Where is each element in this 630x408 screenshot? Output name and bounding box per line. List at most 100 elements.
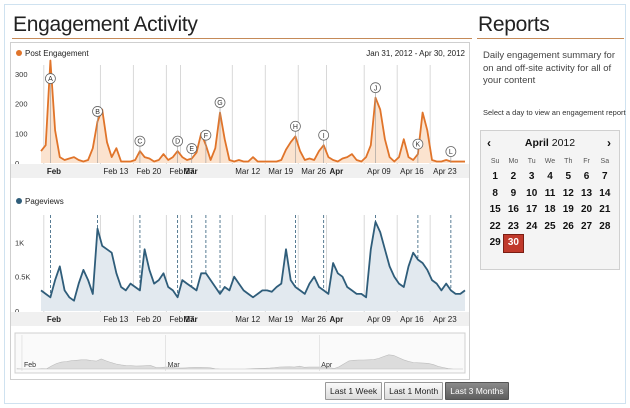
- annotation-marker[interactable]: [318, 129, 330, 141]
- calendar-grid: Su Mo Tu We Th Fr Sa 1 2 3 4 5 6 7 8 9 10 11 12 13 14 15 16 17…: [486, 155, 614, 253]
- page-frame: [4, 4, 626, 404]
- annotation-label: B: [95, 109, 100, 116]
- calendar-day[interactable]: 7: [602, 171, 608, 182]
- calendar-day[interactable]: 28: [599, 220, 611, 232]
- calendar-day[interactable]: 26: [562, 220, 574, 232]
- calendar-day[interactable]: 25: [544, 220, 556, 232]
- post-engagement-line: [40, 59, 465, 163]
- post-engagement-x-tick-label: Feb: [47, 167, 61, 176]
- post-engagement-x-tick-label: Apr 23: [433, 167, 457, 176]
- calendar-day[interactable]: 24: [526, 220, 538, 232]
- calendar-day[interactable]: 29: [489, 237, 501, 249]
- calendar-day[interactable]: 5: [565, 171, 572, 182]
- pageviews-x-tick-label: Mar: [183, 315, 197, 324]
- calendar-day[interactable]: 10: [526, 187, 538, 199]
- annotation-marker[interactable]: [45, 73, 56, 84]
- calendar-empty-cell: [559, 235, 577, 252]
- calendar-week-row: 22 23 24 25 26 27 28: [486, 219, 614, 236]
- annotation-marker[interactable]: [186, 143, 198, 154]
- pageviews-x-tick-label: Mar 19: [268, 315, 293, 324]
- calendar-weekday-row: Su Mo Tu We Th Fr Sa: [486, 155, 614, 169]
- pageviews-line: [40, 221, 466, 302]
- engagement-title: Engagement Activity: [13, 13, 198, 36]
- chevron-left-icon[interactable]: ‹: [487, 136, 491, 150]
- annotation-label: J: [374, 85, 378, 92]
- annotation-markers: A B C D E F G H I J K L: [45, 73, 457, 163]
- annotation-label: C: [137, 139, 142, 146]
- calendar-day[interactable]: 14: [599, 187, 611, 199]
- pageviews-series: [40, 221, 466, 311]
- range-navigator[interactable]: Feb Mar Apr: [14, 332, 466, 374]
- calendar-day[interactable]: 20: [580, 204, 593, 216]
- calendar-empty-cell: [523, 235, 541, 252]
- calendar-day[interactable]: 3: [528, 171, 535, 182]
- calendar-weekday-label: Fr: [583, 158, 590, 165]
- range-button-3-months[interactable]: Last 3 Months: [445, 382, 509, 400]
- calendar-empty-cell: [596, 235, 614, 252]
- annotation-marker[interactable]: [92, 106, 103, 117]
- chevron-right-icon[interactable]: ›: [607, 136, 611, 150]
- calendar-day[interactable]: 9: [510, 187, 517, 199]
- annotation-marker[interactable]: [214, 97, 226, 108]
- annotation-marker[interactable]: [445, 146, 457, 157]
- calendar-weekday-label: Mo: [508, 158, 519, 165]
- reports-title: Reports: [478, 13, 550, 36]
- calendar-day[interactable]: 13: [580, 187, 593, 199]
- pageviews-x-tick-label: Feb 20: [136, 315, 161, 324]
- calendar-weekday-label: We: [544, 158, 556, 165]
- pageviews-y-tick: 0: [15, 307, 19, 316]
- navigator-label: Mar: [168, 362, 181, 369]
- calendar-day[interactable]: 23: [507, 220, 519, 232]
- post-engagement-x-tick-label: Feb 13: [103, 167, 128, 176]
- calendar-day[interactable]: 16: [507, 204, 519, 216]
- annotation-marker[interactable]: [200, 129, 212, 141]
- calendar-weekday-label: Su: [490, 158, 500, 165]
- post-engagement-legend-dot: [16, 50, 22, 56]
- range-button-month[interactable]: Last 1 Month: [384, 382, 444, 400]
- calendar-day[interactable]: 19: [562, 204, 574, 216]
- calendar-day[interactable]: 12: [562, 187, 574, 199]
- range-button-week[interactable]: Last 1 Week: [325, 382, 383, 400]
- post-engagement-series: [40, 59, 465, 163]
- pageviews-legend-dot: [16, 198, 22, 204]
- annotation-marker[interactable]: [172, 135, 184, 147]
- calendar-day[interactable]: 6: [583, 171, 590, 182]
- annotation-label: F: [204, 133, 208, 140]
- engagement-title-rule: [12, 38, 472, 39]
- calendar-empty-cell: [541, 235, 559, 252]
- annotation-marker[interactable]: [370, 82, 381, 94]
- pageviews-y-tick: 0.5K: [15, 273, 30, 282]
- post-engagement-x-tick-label: Apr 16: [400, 167, 424, 176]
- calendar-day[interactable]: 27: [580, 220, 593, 232]
- navigator-series: [16, 354, 463, 370]
- pageviews-x-tick-label: Apr: [329, 315, 343, 324]
- annotation-label: A: [48, 76, 53, 83]
- post-engagement-y-tick: 300: [15, 70, 28, 79]
- annotation-marker[interactable]: [134, 135, 146, 147]
- post-engagement-x-axis-band: [11, 164, 469, 178]
- engagement-chart-svg[interactable]: Post Engagement Jan 31, 2012 - Apr 30, 2…: [11, 43, 469, 379]
- pageviews-x-tick-label: Feb: [47, 315, 61, 324]
- annotation-marker[interactable]: [412, 138, 424, 150]
- post-engagement-y-tick: 100: [15, 129, 28, 138]
- calendar-week-row: 8 9 10 11 12 13 14: [486, 186, 614, 203]
- calendar-day[interactable]: 21: [599, 204, 611, 216]
- calendar-day[interactable]: 18: [544, 204, 556, 216]
- calendar-day[interactable]: 2: [510, 171, 517, 182]
- calendar-day[interactable]: 17: [526, 204, 538, 216]
- annotation-label: D: [175, 139, 180, 146]
- calendar-day[interactable]: 8: [492, 187, 498, 199]
- range-selector: Last 1 Week Last 1 Month Last 3 Months: [325, 382, 509, 400]
- calendar-day[interactable]: 22: [489, 220, 501, 232]
- calendar-day[interactable]: 11: [544, 187, 556, 199]
- annotation-marker[interactable]: [289, 120, 301, 132]
- post-engagement-y-tick: 0: [15, 159, 19, 168]
- pageviews-x-tick-label: Feb 13: [103, 315, 128, 324]
- calendar-day[interactable]: 1: [492, 171, 498, 182]
- calendar-day-selected[interactable]: 30: [503, 234, 524, 253]
- calendar-day[interactable]: 15: [489, 204, 501, 216]
- reports-hint: Select a day to view an engagement repor…: [483, 108, 626, 117]
- post-engagement-x-tick-label: Mar: [183, 167, 197, 176]
- calendar-day[interactable]: 4: [547, 171, 553, 182]
